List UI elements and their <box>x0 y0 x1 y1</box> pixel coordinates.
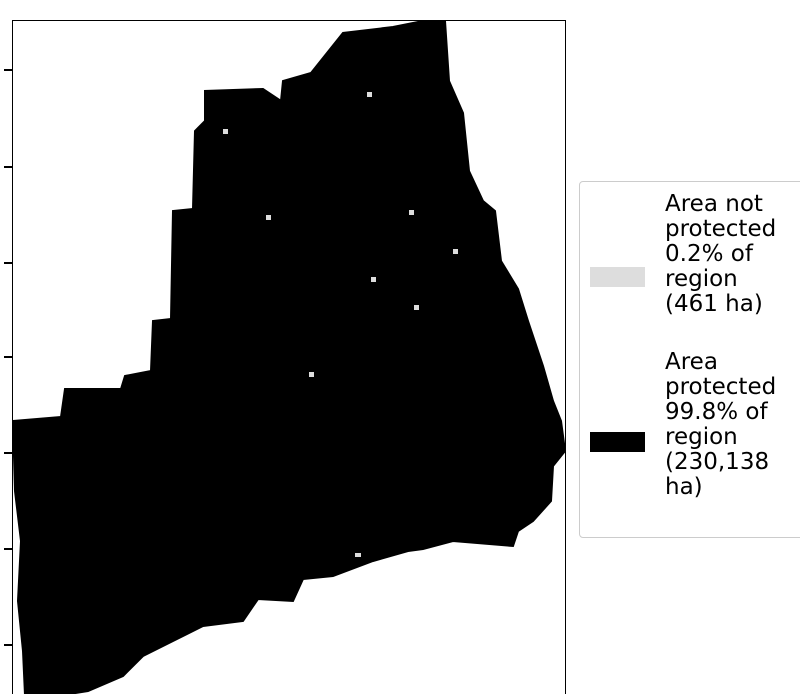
legend-label-protected: Area protected 99.8% of region (230,138 … <box>665 349 777 500</box>
unprotected-patch <box>453 249 458 254</box>
y-tick <box>4 548 12 550</box>
y-tick <box>4 166 12 168</box>
legend-label-not-protected: Area not protected 0.2% of region (461 h… <box>665 191 777 317</box>
unprotected-patch <box>355 553 361 557</box>
unprotected-patch <box>367 92 372 97</box>
region-map <box>13 21 565 694</box>
y-tick <box>4 356 12 358</box>
unprotected-patch <box>309 372 314 377</box>
legend-swatch-protected <box>590 432 645 452</box>
y-tick <box>4 262 12 264</box>
legend: Area not protected 0.2% of region (461 h… <box>579 181 800 538</box>
map-axes <box>12 20 566 694</box>
unprotected-patch <box>414 305 419 310</box>
y-tick <box>4 452 12 454</box>
legend-swatch-not-protected <box>590 267 645 287</box>
unprotected-patch <box>266 215 271 220</box>
y-tick <box>4 644 12 646</box>
protected-area-region <box>13 21 565 694</box>
y-tick <box>4 69 12 71</box>
unprotected-patch <box>409 210 414 215</box>
unprotected-patch <box>223 129 228 134</box>
unprotected-patches <box>223 92 458 557</box>
unprotected-patch <box>371 277 376 282</box>
